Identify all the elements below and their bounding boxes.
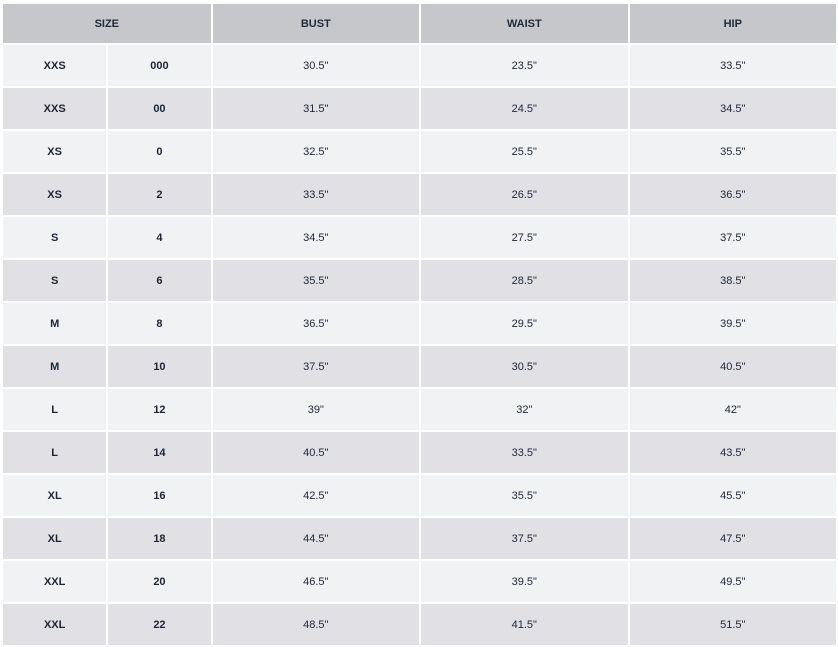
hip-cell: 36.5" bbox=[629, 174, 836, 215]
hip-cell: 33.5" bbox=[629, 45, 836, 86]
hip-cell: 51.5" bbox=[629, 604, 836, 645]
bust-cell: 40.5" bbox=[212, 432, 420, 473]
table-row: M 10 37.5" 30.5" 40.5" bbox=[3, 346, 836, 387]
waist-cell: 28.5" bbox=[421, 260, 628, 301]
size-letter-cell: L bbox=[3, 432, 107, 473]
size-number-cell: 000 bbox=[108, 45, 211, 86]
table-row: XL 18 44.5" 37.5" 47.5" bbox=[3, 518, 836, 559]
table-row: XXL 20 46.5" 39.5" 49.5" bbox=[3, 561, 836, 602]
bust-cell: 42.5" bbox=[212, 475, 420, 516]
hip-cell: 45.5" bbox=[629, 475, 836, 516]
size-number-cell: 14 bbox=[108, 432, 211, 473]
hip-cell: 40.5" bbox=[629, 346, 836, 387]
size-letter-cell: M bbox=[3, 346, 107, 387]
size-number-cell: 22 bbox=[108, 604, 211, 645]
waist-cell: 26.5" bbox=[421, 174, 628, 215]
bust-cell: 32.5" bbox=[212, 131, 420, 172]
waist-cell: 30.5" bbox=[421, 346, 628, 387]
table-row: S 6 35.5" 28.5" 38.5" bbox=[3, 260, 836, 301]
size-letter-cell: XXS bbox=[3, 45, 107, 86]
bust-cell: 48.5" bbox=[212, 604, 420, 645]
hip-cell: 42" bbox=[629, 389, 836, 430]
waist-cell: 35.5" bbox=[421, 475, 628, 516]
size-letter-cell: XXL bbox=[3, 561, 107, 602]
header-size: SIZE bbox=[3, 4, 211, 43]
bust-cell: 30.5" bbox=[212, 45, 420, 86]
header-hip: HIP bbox=[629, 4, 836, 43]
size-number-cell: 00 bbox=[108, 88, 211, 129]
bust-cell: 44.5" bbox=[212, 518, 420, 559]
hip-cell: 38.5" bbox=[629, 260, 836, 301]
hip-cell: 43.5" bbox=[629, 432, 836, 473]
waist-cell: 33.5" bbox=[421, 432, 628, 473]
waist-cell: 32" bbox=[421, 389, 628, 430]
table-row: XS 2 33.5" 26.5" 36.5" bbox=[3, 174, 836, 215]
size-number-cell: 6 bbox=[108, 260, 211, 301]
waist-cell: 23.5" bbox=[421, 45, 628, 86]
size-number-cell: 4 bbox=[108, 217, 211, 258]
bust-cell: 33.5" bbox=[212, 174, 420, 215]
size-letter-cell: XXS bbox=[3, 88, 107, 129]
table-row: XXS 000 30.5" 23.5" 33.5" bbox=[3, 45, 836, 86]
size-letter-cell: S bbox=[3, 217, 107, 258]
waist-cell: 39.5" bbox=[421, 561, 628, 602]
size-number-cell: 2 bbox=[108, 174, 211, 215]
bust-cell: 46.5" bbox=[212, 561, 420, 602]
hip-cell: 47.5" bbox=[629, 518, 836, 559]
waist-cell: 24.5" bbox=[421, 88, 628, 129]
hip-cell: 37.5" bbox=[629, 217, 836, 258]
waist-cell: 29.5" bbox=[421, 303, 628, 344]
size-number-cell: 0 bbox=[108, 131, 211, 172]
size-number-cell: 10 bbox=[108, 346, 211, 387]
waist-cell: 37.5" bbox=[421, 518, 628, 559]
size-letter-cell: M bbox=[3, 303, 107, 344]
size-letter-cell: XXL bbox=[3, 604, 107, 645]
waist-cell: 25.5" bbox=[421, 131, 628, 172]
bust-cell: 36.5" bbox=[212, 303, 420, 344]
bust-cell: 31.5" bbox=[212, 88, 420, 129]
size-number-cell: 18 bbox=[108, 518, 211, 559]
table-row: M 8 36.5" 29.5" 39.5" bbox=[3, 303, 836, 344]
bust-cell: 35.5" bbox=[212, 260, 420, 301]
size-letter-cell: S bbox=[3, 260, 107, 301]
hip-cell: 39.5" bbox=[629, 303, 836, 344]
size-letter-cell: L bbox=[3, 389, 107, 430]
table-row: XXS 00 31.5" 24.5" 34.5" bbox=[3, 88, 836, 129]
size-letter-cell: XS bbox=[3, 131, 107, 172]
hip-cell: 35.5" bbox=[629, 131, 836, 172]
table-row: XL 16 42.5" 35.5" 45.5" bbox=[3, 475, 836, 516]
bust-cell: 37.5" bbox=[212, 346, 420, 387]
header-bust: BUST bbox=[212, 4, 420, 43]
header-row: SIZE BUST WAIST HIP bbox=[3, 4, 836, 43]
bust-cell: 39" bbox=[212, 389, 420, 430]
size-number-cell: 8 bbox=[108, 303, 211, 344]
size-number-cell: 20 bbox=[108, 561, 211, 602]
waist-cell: 27.5" bbox=[421, 217, 628, 258]
size-letter-cell: XL bbox=[3, 518, 107, 559]
size-number-cell: 16 bbox=[108, 475, 211, 516]
size-letter-cell: XL bbox=[3, 475, 107, 516]
table-row: S 4 34.5" 27.5" 37.5" bbox=[3, 217, 836, 258]
table-row: L 14 40.5" 33.5" 43.5" bbox=[3, 432, 836, 473]
hip-cell: 49.5" bbox=[629, 561, 836, 602]
table-row: L 12 39" 32" 42" bbox=[3, 389, 836, 430]
size-number-cell: 12 bbox=[108, 389, 211, 430]
table-row: XS 0 32.5" 25.5" 35.5" bbox=[3, 131, 836, 172]
waist-cell: 41.5" bbox=[421, 604, 628, 645]
bust-cell: 34.5" bbox=[212, 217, 420, 258]
table-row: XXL 22 48.5" 41.5" 51.5" bbox=[3, 604, 836, 645]
hip-cell: 34.5" bbox=[629, 88, 836, 129]
header-waist: WAIST bbox=[421, 4, 628, 43]
size-letter-cell: XS bbox=[3, 174, 107, 215]
